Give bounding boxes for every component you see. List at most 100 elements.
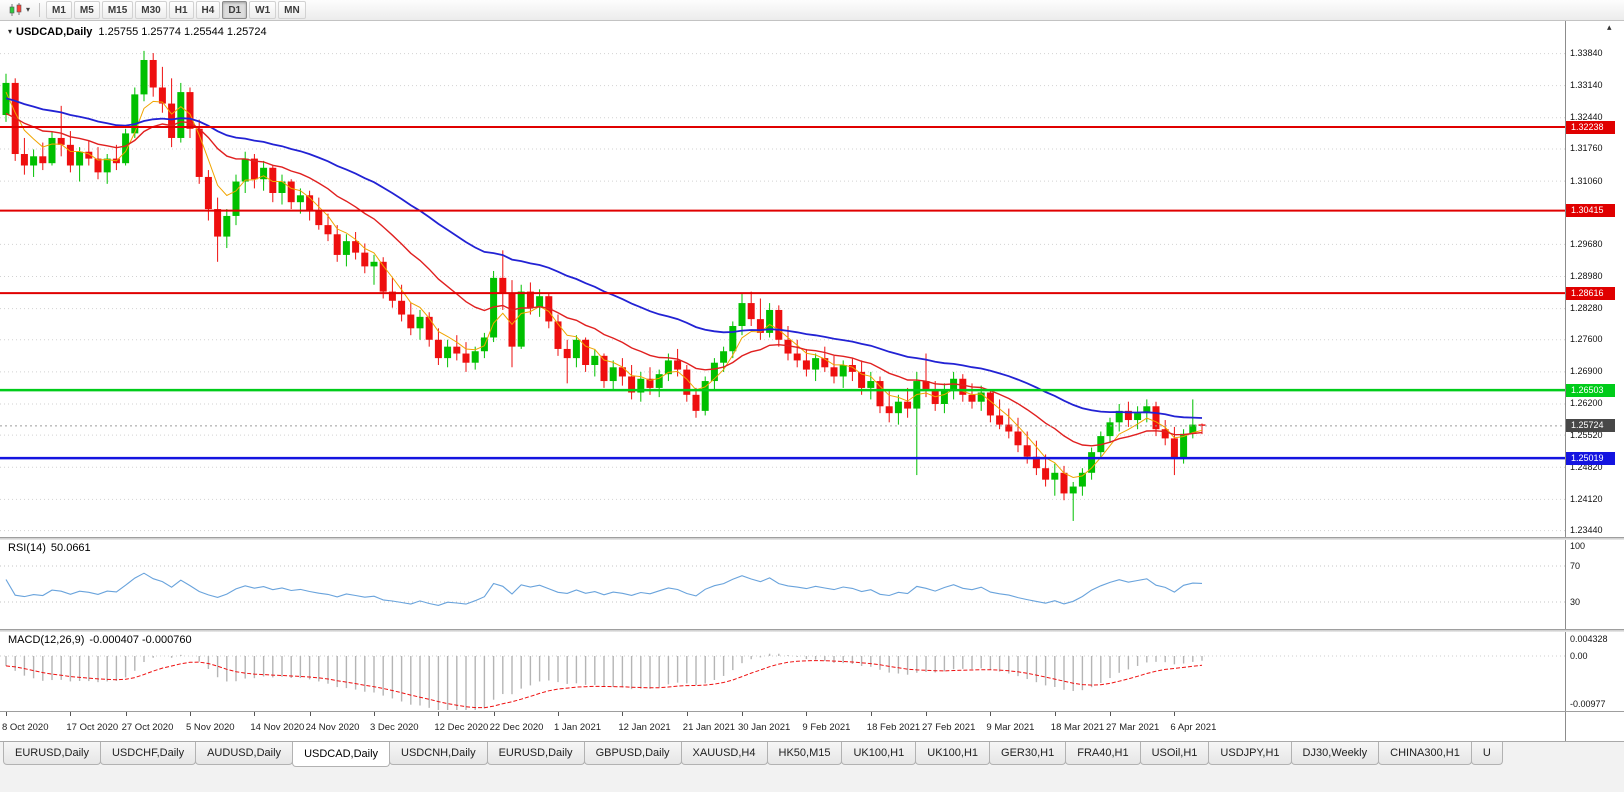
symbol-tab-USDJPY-H1[interactable]: USDJPY,H1: [1208, 742, 1292, 765]
symbol-tab-FRA40-H1[interactable]: FRA40,H1: [1065, 742, 1141, 765]
price-axis-label: 1.24120: [1570, 493, 1603, 504]
chart-type-button[interactable]: ▾: [5, 2, 33, 19]
chart-ohlc-values: 1.25755 1.25774 1.25544 1.25724: [98, 26, 267, 38]
price-axis-label: 1.29680: [1570, 238, 1603, 249]
date-axis-label: 3 Dec 2020: [370, 722, 419, 733]
timeframe-button-h4[interactable]: H4: [195, 1, 221, 19]
chart-area[interactable]: ▾ USDCAD,Daily 1.25755 1.25774 1.25544 1.2…: [0, 0, 1624, 741]
time-axis-tick: [870, 712, 872, 716]
macd-values-text: -0.000407 -0.000760: [89, 634, 192, 646]
time-axis-tick: [493, 712, 495, 716]
rsi-indicator-label: RSI(14) 50.0661: [8, 542, 91, 554]
date-axis-label: 9 Feb 2021: [802, 722, 851, 733]
macd-axis-label: -0.00977: [1570, 699, 1606, 709]
price-axis-label: 1.33140: [1570, 80, 1603, 91]
time-axis-tick: [806, 712, 808, 716]
time-axis-tick: [558, 712, 559, 716]
date-axis-label: 17 Oct 2020: [66, 722, 119, 733]
rsi-label-text: RSI(14): [8, 542, 46, 554]
rsi-panel-layer: [0, 565, 1565, 606]
date-axis-label: 14 Nov 2020: [250, 722, 305, 733]
date-axis-label: 27 Mar 2021: [1106, 722, 1160, 733]
symbol-tab-GBPUSD-Daily[interactable]: GBPUSD,Daily: [583, 742, 682, 765]
symbol-tab-XAUUSD-H4[interactable]: XAUUSD,H4: [680, 742, 768, 765]
date-axis-label: 9 Mar 2021: [986, 722, 1035, 733]
ma-fast-line: [5, 91, 1203, 479]
timeframes-toolbar: ▾ M1 M5 M15 M30 H1 H4 D1 W1 MN: [0, 0, 1624, 21]
chart-title: ▾ USDCAD,Daily 1.25755 1.25774 1.25544 1.2…: [8, 26, 267, 38]
rsi-value-text: 50.0661: [50, 542, 91, 554]
price-axis-label: 1.27600: [1570, 334, 1603, 345]
timeframe-button-m30[interactable]: M30: [135, 1, 167, 19]
time-axis-tick: [70, 712, 72, 716]
timeframe-button-w1[interactable]: W1: [249, 1, 277, 19]
price-scale-separator: [1565, 21, 1566, 741]
price-gridlines: [0, 53, 1565, 532]
time-axis-tick: [686, 712, 688, 716]
macd-scale: 0.004328 0.00 -0.00977: [1566, 0, 1624, 741]
time-axis-tick: [374, 712, 375, 716]
date-axis-label: 24 Nov 2020: [305, 722, 360, 733]
price-scale-arrow-icon[interactable]: ▴: [1607, 22, 1612, 32]
price-scale[interactable]: 1.33840 1.33140 1.32440 1.31760 1.31060 1.296…: [1566, 0, 1624, 741]
time-axis-tick: [622, 712, 624, 716]
price-axis-label: 1.28280: [1570, 303, 1603, 314]
macd-axis-label: 0.00: [1570, 651, 1588, 661]
rsi-axis-label: 70: [1570, 561, 1581, 571]
symbol-tab-U[interactable]: U: [1470, 742, 1503, 765]
date-axis-label: 1 Jan 2021: [554, 722, 602, 733]
collapse-indicator-icon: ▾: [8, 27, 13, 36]
timeframe-button-m5[interactable]: M5: [73, 1, 100, 19]
panel-splitter-macd[interactable]: [0, 629, 1624, 632]
price-axis-label: 1.25520: [1570, 429, 1603, 440]
time-axis-tick: [1110, 712, 1111, 716]
date-axis-label: 22 Dec 2020: [489, 722, 544, 733]
hline-price-badge[interactable]: 1.26503: [1566, 383, 1615, 397]
symbol-tab-HK50-M15[interactable]: HK50,M15: [766, 742, 843, 765]
date-axis-label: 5 Nov 2020: [186, 722, 235, 733]
timeframe-button-mn[interactable]: MN: [278, 1, 306, 19]
hline-price-badge[interactable]: 1.32238: [1566, 120, 1615, 134]
symbol-tab-GER30-H1[interactable]: GER30,H1: [989, 742, 1067, 765]
time-axis-tick: [6, 712, 7, 716]
symbol-tab-UK100-H1[interactable]: UK100,H1: [841, 742, 917, 765]
symbol-tab-DJ30-Weekly[interactable]: DJ30,Weekly: [1290, 742, 1380, 765]
time-axis-tick: [742, 712, 743, 716]
date-axis-label: 30 Jan 2021: [738, 722, 791, 733]
hline-price-badge[interactable]: 1.28616: [1566, 286, 1615, 300]
symbol-tab-USDCAD-Daily[interactable]: USDCAD,Daily: [292, 742, 391, 767]
symbol-tab-AUDUSD-Daily[interactable]: AUDUSD,Daily: [195, 742, 294, 765]
price-axis-label: 1.26900: [1570, 366, 1603, 377]
timeframe-buttons-group: M1 M5 M15 M30 H1 H4 D1 W1 MN: [46, 1, 308, 19]
symbol-tab-EURUSD-Daily[interactable]: EURUSD,Daily: [3, 742, 101, 765]
time-axis-tick: [309, 712, 311, 716]
ma-medium-line: [5, 112, 1203, 447]
timeframe-button-m15[interactable]: M15: [101, 1, 134, 19]
toolbar-separator: [39, 3, 41, 17]
date-axis-label: 21 Jan 2021: [682, 722, 736, 733]
time-scale-separator: [0, 711, 1624, 712]
symbol-tab-USDCNH-Daily[interactable]: USDCNH,Daily: [389, 742, 488, 765]
time-scale[interactable]: 8 Oct 2020 17 Oct 2020 27 Oct 2020 5 Nov 20…: [0, 711, 1565, 741]
date-axis-label: 12 Jan 2021: [618, 722, 671, 733]
candlestick-chart-icon: [9, 3, 22, 16]
panel-splitter-rsi[interactable]: [0, 537, 1624, 540]
timeframe-button-h1[interactable]: H1: [168, 1, 194, 19]
time-axis-tick: [125, 712, 127, 716]
symbol-tab-UK100-H1[interactable]: UK100,H1: [915, 742, 991, 765]
timeframe-button-d1[interactable]: D1: [222, 1, 248, 19]
time-axis-tick: [926, 712, 927, 716]
symbol-tab-USDCHF-Daily[interactable]: USDCHF,Daily: [99, 742, 197, 765]
symbol-tab-CHINA300-H1[interactable]: CHINA300,H1: [1378, 742, 1472, 765]
price-axis-label: 1.28980: [1570, 270, 1603, 281]
symbol-tab-EURUSD-Daily[interactable]: EURUSD,Daily: [486, 742, 585, 765]
rsi-axis-label: 30: [1570, 597, 1581, 607]
hline-price-badge[interactable]: 1.25019: [1566, 451, 1615, 465]
symbol-tab-USOil-H1[interactable]: USOil,H1: [1139, 742, 1210, 765]
price-axis-label: 1.32440: [1570, 112, 1603, 123]
hline-price-badge[interactable]: 1.30415: [1566, 204, 1615, 218]
time-axis-tick: [1054, 712, 1056, 716]
time-axis-tick: [1174, 712, 1176, 716]
timeframe-button-m1[interactable]: M1: [46, 1, 72, 19]
chart-canvas[interactable]: [0, 0, 1624, 741]
